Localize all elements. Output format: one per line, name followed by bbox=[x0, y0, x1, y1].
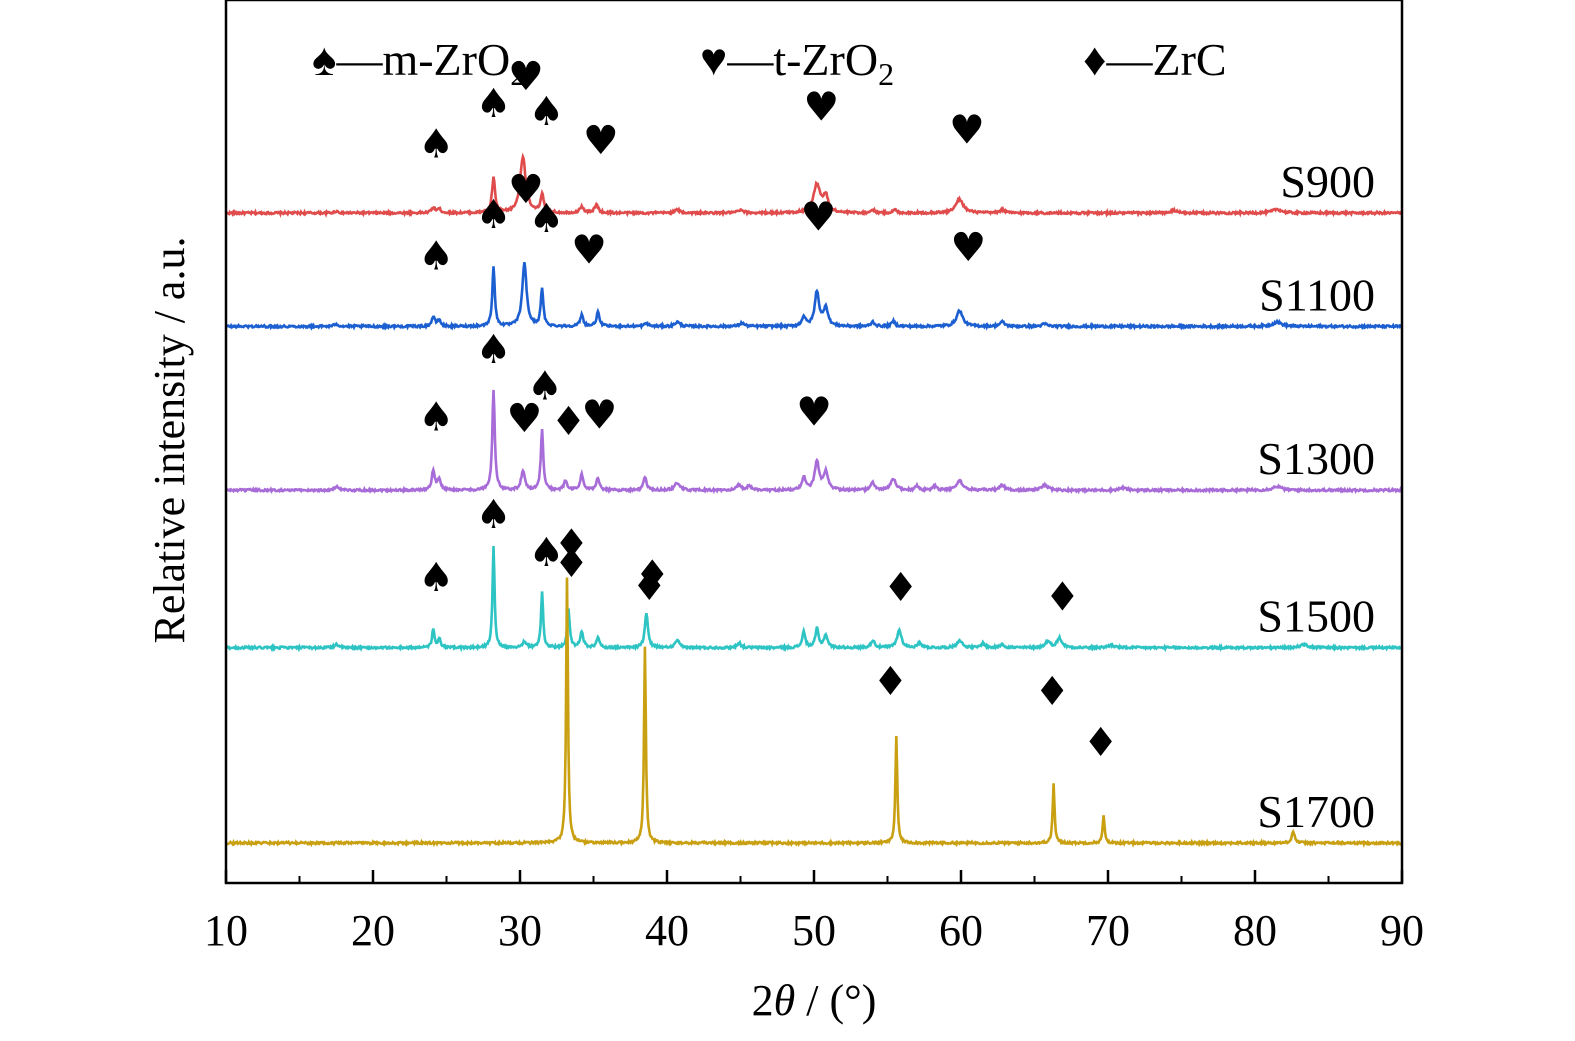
spade-marker-icon: ♠ bbox=[476, 81, 512, 127]
legend-entry-t-zro2: ♥—t-ZrO2 bbox=[700, 34, 894, 92]
spade-marker-icon: ♠ bbox=[418, 234, 454, 280]
heart-marker-icon: ♥ bbox=[950, 225, 986, 271]
heart-icon: ♥ bbox=[700, 34, 727, 85]
series-label-s900: S900 bbox=[1280, 156, 1375, 207]
spade-marker-icon: ♠ bbox=[529, 530, 565, 576]
x-tick-label: 60 bbox=[939, 906, 983, 955]
heart-marker-icon: ♥ bbox=[508, 167, 544, 213]
plot-frame bbox=[224, 0, 1404, 885]
series-line-s1300 bbox=[226, 389, 1403, 495]
diamond-marker-icon: ♦ bbox=[631, 564, 667, 610]
peak-markers-layer: ♠♠♥♠♥♥♥♠♠♥♠♥♥♥♠♠♥♠♦♥ ♥♠♠♠♦ ♦ ♦ ♦♦♦♦ ♦♦ bbox=[418, 54, 1118, 766]
diamond-marker-icon: ♦ bbox=[873, 659, 909, 705]
legend-entry-m-zro2: ♠—m-ZrO2 bbox=[312, 34, 526, 92]
x-axis-ticks: 10 20 30 40 50 60 70 80 90 bbox=[204, 870, 1424, 955]
spade-marker-icon: ♠ bbox=[476, 492, 512, 538]
x-axis-title: 2θ / (°) bbox=[752, 976, 877, 1025]
heart-marker-icon: ♥ bbox=[949, 108, 985, 154]
diamond-marker-icon: ♦ bbox=[554, 522, 590, 568]
series-label-s1700: S1700 bbox=[1257, 786, 1375, 837]
x-tick-label: 50 bbox=[792, 906, 836, 955]
diamond-marker-icon: ♦ bbox=[634, 552, 670, 598]
series-layer bbox=[225, 152, 1403, 848]
spade-marker-icon: ♠ bbox=[418, 394, 454, 440]
legend-label-t-zro2: t-ZrO bbox=[773, 34, 878, 85]
diamond-marker-icon: ♦ bbox=[1083, 720, 1119, 766]
series-line-s1700 bbox=[225, 577, 1403, 848]
legend-label-m-zro2: m-ZrO bbox=[382, 34, 510, 85]
y-axis-title: Relative intensity / a.u. bbox=[145, 237, 194, 644]
series-line-s1500 bbox=[225, 545, 1403, 653]
legend-subscript: 2 bbox=[878, 56, 894, 92]
spade-marker-icon: ♠ bbox=[527, 363, 563, 409]
diamond-marker-icon: ♦ bbox=[1034, 669, 1070, 715]
series-labels-layer: S900 S1100 S1300 S1500 S1700 bbox=[1257, 156, 1375, 837]
x-tick-label: 40 bbox=[645, 906, 689, 955]
heart-marker-icon: ♥ bbox=[581, 392, 617, 438]
series-line-s900 bbox=[226, 152, 1402, 218]
spade-marker-icon: ♠ bbox=[529, 196, 565, 242]
spade-marker-icon: ♠ bbox=[418, 122, 454, 168]
legend-subscript: 2 bbox=[510, 56, 526, 92]
legend-dash: — bbox=[1105, 34, 1153, 85]
heart-marker-icon: ♥ bbox=[506, 396, 542, 442]
x-tick-label: 20 bbox=[351, 906, 395, 955]
heart-marker-icon: ♥ bbox=[508, 54, 544, 100]
x-tick-label: 30 bbox=[498, 906, 542, 955]
legend: ♠—m-ZrO2 ♥—t-ZrO2 ♦—ZrC bbox=[312, 34, 1227, 92]
x-tick-label: 70 bbox=[1086, 906, 1130, 955]
diamond-marker-icon: ♦ bbox=[883, 565, 919, 611]
heart-marker-icon: ♥ bbox=[803, 84, 839, 130]
heart-marker-icon: ♥ bbox=[800, 195, 836, 241]
diamond-marker-icon: ♦ bbox=[551, 399, 587, 445]
spade-marker-icon: ♠ bbox=[529, 89, 565, 135]
series-label-s1300: S1300 bbox=[1257, 433, 1375, 484]
heart-marker-icon: ♥ bbox=[571, 227, 607, 273]
series-label-s1500: S1500 bbox=[1257, 591, 1375, 642]
legend-entry-zrc: ♦—ZrC bbox=[1083, 34, 1227, 85]
spade-icon: ♠ bbox=[312, 34, 336, 85]
heart-marker-icon: ♥ bbox=[796, 389, 832, 435]
series-line-s1100 bbox=[226, 262, 1402, 331]
x-tick-label: 90 bbox=[1380, 906, 1424, 955]
x-tick-label: 80 bbox=[1233, 906, 1277, 955]
legend-label-zrc: ZrC bbox=[1152, 34, 1226, 85]
diamond-marker-icon: ♦ bbox=[554, 541, 590, 587]
spade-marker-icon: ♠ bbox=[476, 327, 512, 373]
diamond-icon: ♦ bbox=[1083, 34, 1106, 85]
x-tick-label: 10 bbox=[204, 906, 248, 955]
legend-dash: — bbox=[335, 34, 383, 85]
spade-marker-icon: ♠ bbox=[476, 192, 512, 238]
heart-marker-icon: ♥ bbox=[583, 118, 619, 164]
spade-marker-icon: ♠ bbox=[418, 555, 454, 601]
legend-dash: — bbox=[726, 34, 774, 85]
diamond-marker-icon: ♦ bbox=[1045, 575, 1081, 621]
series-label-s1100: S1100 bbox=[1259, 269, 1375, 320]
